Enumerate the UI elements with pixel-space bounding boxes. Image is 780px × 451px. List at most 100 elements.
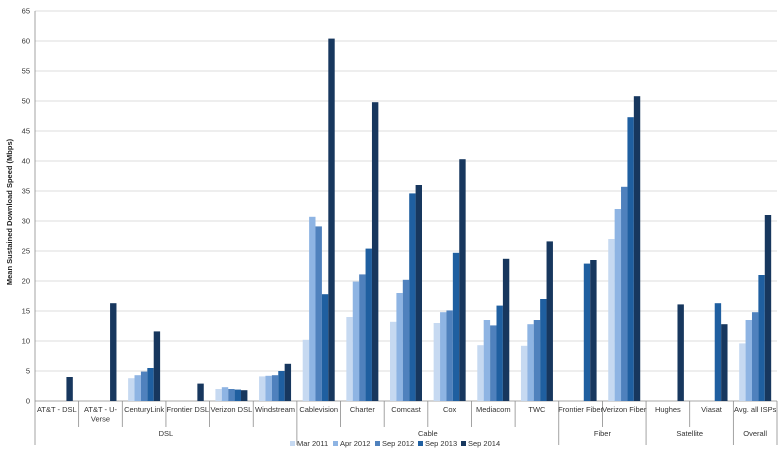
bar xyxy=(197,383,204,401)
bar xyxy=(309,216,316,401)
x-tick-label: CenturyLink xyxy=(124,405,164,414)
x-tick-label: Frontier Fiber xyxy=(558,405,604,414)
bar xyxy=(520,345,528,401)
x-tick-label: Verizon Fiber xyxy=(602,405,647,414)
bar xyxy=(284,363,292,401)
bar xyxy=(739,343,746,401)
y-tick-label: 30 xyxy=(22,217,30,226)
y-axis-label: Mean Sustained Download Speed (Mbps) xyxy=(5,138,14,285)
bar xyxy=(496,305,503,401)
bar xyxy=(452,252,460,401)
x-tick-label: Frontier DSL xyxy=(167,405,210,414)
legend-swatch xyxy=(333,441,338,446)
legend-label: Mar 2011 xyxy=(297,439,328,448)
y-tick-label: 40 xyxy=(22,157,30,166)
legend-label: Apr 2012 xyxy=(340,439,370,448)
bar xyxy=(271,375,279,401)
bar xyxy=(110,303,117,401)
legend-swatch xyxy=(461,441,466,446)
bar xyxy=(409,193,416,401)
x-tick-label: AT&T - DSL xyxy=(37,405,77,414)
bar xyxy=(440,312,447,401)
bar xyxy=(396,293,403,401)
x-tick-label: Mediacom xyxy=(476,405,511,414)
bar xyxy=(346,317,353,401)
bar xyxy=(583,263,591,401)
bar xyxy=(265,375,272,401)
bar xyxy=(714,303,722,401)
bar xyxy=(502,258,510,401)
legend-swatch xyxy=(418,441,423,446)
legend-label: Sep 2012 xyxy=(382,439,414,448)
bar xyxy=(140,371,148,401)
bar xyxy=(321,294,329,401)
y-tick-label: 50 xyxy=(22,97,30,106)
bar xyxy=(764,215,772,401)
bar xyxy=(446,310,453,401)
bar xyxy=(234,389,242,401)
bar xyxy=(527,324,534,401)
y-tick-label: 0 xyxy=(26,397,30,406)
legend-swatch xyxy=(290,441,295,446)
bar xyxy=(477,345,484,401)
bar xyxy=(483,320,491,401)
y-tick-label: 60 xyxy=(22,37,30,46)
bar xyxy=(278,371,285,401)
group-label: Cable xyxy=(418,429,438,438)
bar xyxy=(677,304,684,401)
bar xyxy=(302,339,310,401)
x-tick-label: Avg. all ISPs xyxy=(734,405,777,414)
y-tick-label: 35 xyxy=(22,187,30,196)
x-tick-label: TWC xyxy=(528,405,546,414)
bar xyxy=(390,321,397,401)
bar xyxy=(745,320,752,401)
x-tick-label: Comcast xyxy=(391,405,422,414)
bar xyxy=(328,38,335,401)
y-tick-label: 25 xyxy=(22,247,30,256)
bar xyxy=(608,239,615,401)
x-tick-label: Cablevision xyxy=(299,405,338,414)
x-tick-label: Hughes xyxy=(655,405,681,414)
bar xyxy=(66,377,73,401)
y-tick-label: 55 xyxy=(22,67,30,76)
bar xyxy=(153,331,161,401)
legend-label: Sep 2013 xyxy=(425,439,457,448)
y-tick-label: 10 xyxy=(22,337,30,346)
y-tick-labels: 0 5 10 15 20 25 30 35 40 45 50 55 60 65 xyxy=(22,7,30,406)
bar xyxy=(371,102,379,401)
bar xyxy=(758,275,765,401)
bar xyxy=(128,378,135,401)
x-tick-label: Windstream xyxy=(255,405,295,414)
bar xyxy=(621,186,628,401)
bar xyxy=(365,248,372,401)
group-label: DSL xyxy=(159,429,174,438)
bar xyxy=(147,368,154,401)
bar xyxy=(402,279,410,401)
x-tick-label: Cox xyxy=(443,405,457,414)
bar xyxy=(546,241,553,401)
group-label: Satellite xyxy=(676,429,703,438)
bar xyxy=(315,226,322,401)
y-tick-label: 15 xyxy=(22,307,30,316)
group-label: Fiber xyxy=(594,429,612,438)
bar xyxy=(221,387,229,401)
legend-label: Sep 2014 xyxy=(468,439,500,448)
legend: Mar 2011 Apr 2012 Sep 2012 Sep 2013 Sep 2014 xyxy=(290,439,500,448)
bar xyxy=(228,389,235,401)
bar xyxy=(215,389,222,401)
bar xyxy=(433,323,441,401)
bar xyxy=(627,117,634,401)
bar xyxy=(633,96,641,401)
bars xyxy=(66,38,772,401)
y-tick-label: 5 xyxy=(26,367,30,376)
bar xyxy=(415,185,422,401)
bar xyxy=(590,260,597,401)
bar xyxy=(241,390,248,401)
bar xyxy=(721,324,728,401)
x-tick-label: Viasat xyxy=(701,405,723,414)
y-tick-label: 20 xyxy=(22,277,30,286)
y-tick-label: 45 xyxy=(22,127,30,136)
bar xyxy=(134,375,141,401)
